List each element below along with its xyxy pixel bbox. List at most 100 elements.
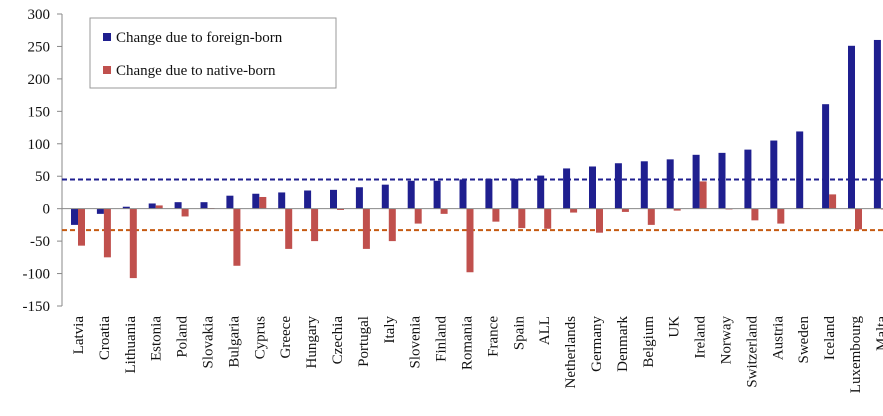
y-tick-label: 250: [28, 39, 51, 55]
legend-swatch-native-born: [103, 66, 111, 74]
bar-foreign-born-romania: [459, 179, 467, 209]
bar-foreign-born-netherlands: [563, 168, 571, 209]
bar-native-born-switzerland: [751, 208, 759, 221]
bar-native-born-latvia: [78, 208, 85, 246]
y-tick-label: 100: [28, 137, 51, 153]
legend-swatch-foreign-born: [103, 33, 111, 41]
bar-native-born-italy: [388, 208, 396, 242]
bar-native-born-finland: [440, 208, 448, 214]
bar-native-born-slovenia: [414, 208, 422, 224]
bar-foreign-born-poland: [174, 202, 182, 209]
x-tick-label: Netherlands: [563, 316, 579, 389]
bar-foreign-born-france: [485, 178, 493, 209]
x-tick-label: Malta: [874, 316, 883, 351]
y-tick-label: 150: [28, 104, 51, 120]
bar-foreign-born-luxembourg: [848, 45, 855, 209]
bar-native-born-luxembourg: [855, 208, 862, 230]
bar-native-born-ireland: [699, 181, 707, 209]
bar-native-born-portugal: [362, 208, 370, 249]
bar-foreign-born-austria: [770, 140, 778, 209]
y-tick-label: 0: [43, 202, 51, 218]
bar-foreign-born-slovakia: [200, 202, 208, 209]
y-tick-label: 200: [28, 72, 51, 88]
y-tick-label: 50: [35, 169, 50, 185]
bar-foreign-born-greece: [278, 192, 286, 209]
bar-native-born-france: [492, 208, 500, 222]
x-tick-label: Greece: [278, 316, 294, 359]
bar-native-born-spain: [518, 208, 526, 229]
bar-native-born-cyprus: [259, 196, 267, 209]
x-tick-label: France: [485, 316, 501, 357]
legend-label-native-born: Change due to native-born: [116, 63, 276, 79]
legend: Change due to foreign-born Change due to…: [89, 17, 337, 89]
bar-native-born-all: [544, 208, 552, 229]
bar-foreign-born-spain: [511, 178, 519, 209]
y-axis: -150 -100 -50 0 50 100 150 200 250 300: [23, 7, 63, 315]
bar-native-born-poland: [181, 208, 189, 217]
bar-foreign-born-portugal: [355, 187, 363, 209]
bar-foreign-born-denmark: [614, 163, 622, 209]
bar-foreign-born-croatia: [96, 208, 104, 214]
bar-foreign-born-ireland: [692, 154, 700, 209]
bar-native-born-belgium: [647, 208, 655, 225]
bar-native-born-iceland: [829, 194, 837, 209]
bar-foreign-born-finland: [433, 180, 441, 209]
x-tick-label: Hungary: [304, 316, 320, 369]
bar-foreign-born-sweden: [796, 131, 804, 209]
x-tick-label: Finland: [434, 316, 450, 362]
y-tick-label: -150: [23, 299, 51, 315]
x-tick-label: UK: [667, 316, 683, 338]
x-tick-label: Czechia: [330, 316, 346, 365]
y-tick-label: -50: [30, 234, 50, 250]
x-tick-label: Spain: [511, 316, 527, 351]
x-tick-label: Sweden: [796, 316, 812, 364]
x-axis: Latvia Croatia Lithuania Estonia Poland Slova…: [62, 208, 883, 394]
x-tick-label: Cyprus: [252, 316, 268, 360]
x-tick-label: Slovakia: [201, 316, 217, 369]
x-tick-label: Croatia: [97, 316, 113, 360]
legend-label-foreign-born: Change due to foreign-born: [116, 30, 283, 46]
y-tick-label: 300: [28, 7, 51, 23]
x-tick-label: Slovenia: [408, 316, 424, 369]
bars: [71, 39, 883, 279]
x-tick-label: Luxembourg: [848, 316, 864, 394]
bar-native-born-lithuania: [129, 208, 137, 279]
bar-native-born-austria: [777, 208, 785, 224]
x-tick-label: Norway: [719, 316, 735, 365]
x-tick-label: Denmark: [615, 316, 631, 372]
bar-foreign-born-latvia: [71, 208, 78, 225]
x-tick-label: Iceland: [822, 316, 838, 361]
y-tick-label: -100: [23, 267, 51, 283]
bar-foreign-born-czechia: [330, 189, 337, 209]
bar-native-born-estonia: [155, 205, 163, 209]
bar-foreign-born-lithuania: [122, 206, 130, 209]
bar-foreign-born-all: [537, 175, 545, 209]
bar-foreign-born-malta: [873, 39, 881, 209]
x-tick-label: Poland: [175, 316, 191, 358]
x-tick-label: Lithuania: [123, 316, 139, 374]
bar-native-born-croatia: [103, 208, 111, 258]
bar-foreign-born-italy: [381, 184, 389, 209]
x-tick-label: Portugal: [356, 316, 372, 367]
x-tick-label: Bulgaria: [226, 316, 242, 368]
x-tick-label: Italy: [382, 316, 398, 344]
bar-foreign-born-bulgaria: [226, 195, 234, 209]
bar-foreign-born-norway: [718, 152, 726, 209]
x-tick-label: Latvia: [71, 316, 87, 355]
bar-native-born-uk: [673, 208, 681, 211]
bar-foreign-born-iceland: [822, 104, 830, 209]
x-tick-label: Ireland: [693, 316, 709, 359]
x-tick-label: Switzerland: [744, 316, 760, 388]
bar-foreign-born-uk: [666, 159, 674, 209]
bar-foreign-born-switzerland: [744, 149, 752, 209]
bar-native-born-denmark: [621, 208, 629, 212]
bar-native-born-netherlands: [570, 208, 578, 213]
x-tick-label: Austria: [770, 316, 786, 361]
bar-foreign-born-belgium: [640, 161, 648, 209]
bar-foreign-born-hungary: [304, 190, 312, 209]
bar-native-born-czechia: [337, 208, 344, 210]
bar-native-born-greece: [285, 208, 293, 249]
bar-foreign-born-estonia: [148, 203, 156, 209]
x-tick-label: Romania: [460, 316, 476, 370]
